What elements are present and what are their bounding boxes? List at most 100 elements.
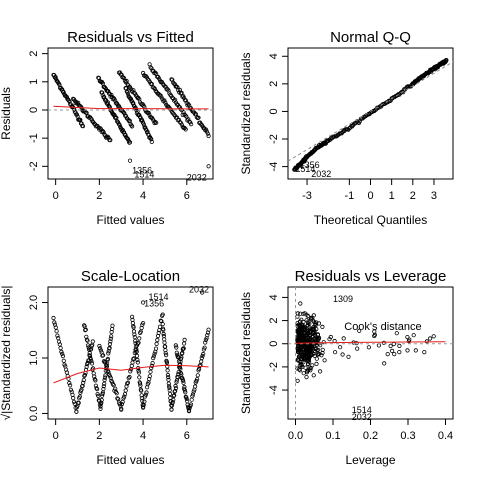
data-point (311, 319, 316, 324)
data-point (195, 377, 200, 382)
data-point (200, 290, 205, 295)
data-point (117, 104, 122, 109)
data-point (141, 300, 146, 305)
data-point (179, 90, 184, 96)
data-point (161, 327, 166, 332)
data-point (152, 86, 157, 91)
data-point (195, 373, 200, 378)
data-point (321, 340, 326, 345)
data-point (84, 334, 89, 339)
data-point (181, 380, 186, 385)
data-point (93, 378, 98, 383)
data-point (310, 326, 315, 331)
data-point (173, 385, 179, 391)
data-point (95, 386, 100, 392)
data-point (98, 126, 103, 131)
data-point (310, 330, 316, 336)
data-point (108, 138, 113, 143)
data-point (154, 341, 159, 346)
data-point (131, 356, 137, 361)
y-tick-label: 0.0 (28, 406, 40, 421)
data-point (87, 353, 93, 358)
data-point (102, 375, 108, 380)
x-tick-label: 0.3 (400, 430, 415, 442)
data-point (57, 342, 62, 347)
data-point (155, 337, 160, 343)
data-point (139, 388, 144, 393)
data-point (160, 321, 165, 327)
data-point (186, 409, 192, 414)
data-point (74, 409, 79, 414)
data-point (105, 356, 111, 362)
data-point (296, 357, 301, 362)
data-point (109, 92, 114, 98)
data-point (162, 340, 167, 345)
point-label: Cook's distance (344, 321, 421, 333)
data-point (106, 351, 111, 356)
data-point (68, 383, 73, 388)
data-point (140, 398, 145, 403)
data-point (99, 397, 104, 403)
y-tick-label: -2 (268, 362, 280, 372)
data-point (115, 396, 120, 401)
x-axis-label: Theoretical Quantiles (314, 213, 427, 227)
data-point (127, 374, 132, 380)
data-point (200, 353, 205, 359)
data-point (305, 347, 311, 352)
data-point (185, 399, 190, 404)
data-point (100, 129, 105, 134)
data-point (297, 329, 302, 334)
data-point (319, 353, 324, 358)
x-tick-label: 6 (184, 430, 190, 442)
data-point (150, 360, 155, 366)
data-point (141, 405, 146, 410)
data-point (180, 112, 185, 118)
point-label: 2032 (187, 172, 207, 182)
data-point (83, 327, 88, 332)
data-point (162, 98, 167, 103)
data-point (85, 343, 91, 348)
data-point (295, 349, 300, 355)
data-point (153, 346, 159, 351)
data-point (193, 384, 198, 389)
data-point (312, 353, 317, 358)
data-point (303, 354, 308, 360)
data-point (304, 374, 309, 380)
data-point (61, 89, 66, 94)
data-point (89, 359, 94, 364)
point-label: 1514 (295, 164, 315, 174)
data-point (167, 391, 173, 396)
data-point (146, 132, 151, 138)
smooth-line (53, 364, 209, 384)
y-tick-label: 0 (28, 107, 40, 113)
x-tick-label: 2 (96, 430, 102, 442)
data-point (177, 120, 182, 125)
y-tick-label: -2 (268, 134, 280, 144)
data-point (152, 351, 157, 356)
data-point (119, 407, 124, 412)
data-point (179, 122, 184, 127)
x-tick-label: 6 (184, 190, 190, 202)
data-point (152, 120, 157, 126)
data-point (76, 100, 81, 105)
y-tick-label: -4 (268, 385, 280, 395)
data-point (71, 399, 77, 404)
data-point (100, 90, 105, 95)
data-point (144, 390, 149, 395)
data-point (110, 323, 115, 328)
point-label: 1356 (300, 160, 320, 170)
data-point (139, 393, 144, 398)
data-point (99, 129, 104, 135)
data-point (174, 380, 179, 385)
y-tick-label: 1 (28, 79, 40, 85)
data-point (97, 402, 103, 407)
data-point (357, 119, 362, 124)
data-point (130, 124, 135, 129)
data-point (199, 355, 204, 361)
data-point (118, 403, 123, 408)
data-point (340, 352, 345, 357)
data-point (143, 392, 148, 397)
point-label: 1514 (134, 170, 154, 180)
